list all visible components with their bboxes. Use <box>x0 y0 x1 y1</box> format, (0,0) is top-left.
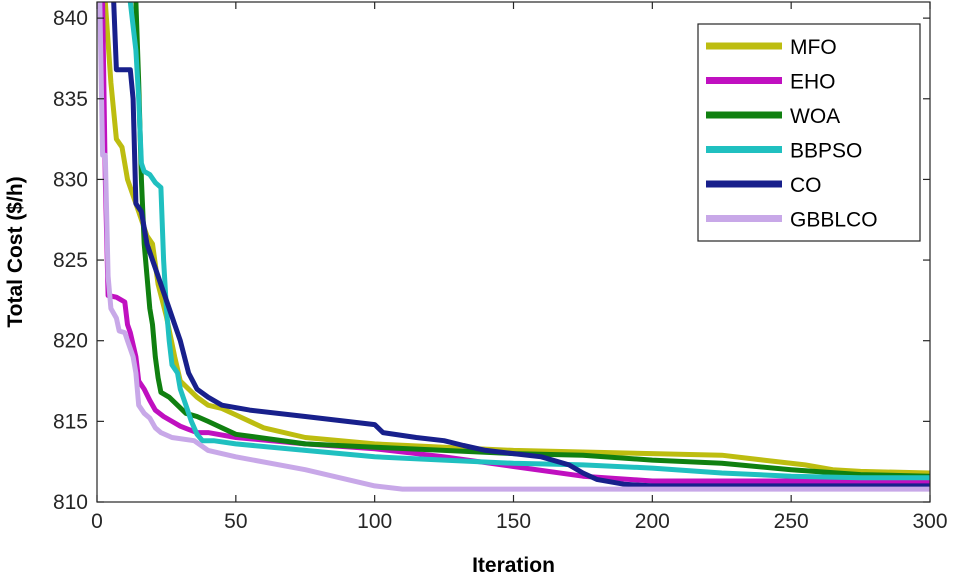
legend-label-co: CO <box>790 174 822 197</box>
x-tick-label: 50 <box>224 510 247 533</box>
series-line-mfo <box>102 2 930 476</box>
x-tick-label: 0 <box>91 510 103 533</box>
axis-ticks: 0 50 100 150 200 250 300 810 815 820 825 830 835 840 <box>53 2 948 533</box>
y-axis-title: Total Cost ($/h) <box>4 176 27 327</box>
y-tick-label: 830 <box>53 168 88 191</box>
x-axis-title: Iteration <box>472 554 555 577</box>
x-tick-label: 250 <box>774 510 809 533</box>
y-tick-label: 810 <box>53 491 88 514</box>
legend-label-bbpso: BBPSO <box>790 140 862 163</box>
y-tick-label: 820 <box>53 330 88 353</box>
legend-box <box>697 23 921 242</box>
y-tick-label: 835 <box>53 88 88 111</box>
x-tick-label: 200 <box>635 510 670 533</box>
series-line-eho <box>100 2 930 484</box>
series-line-co <box>111 2 930 489</box>
y-tick-label: 825 <box>53 249 88 272</box>
x-tick-label: 300 <box>912 510 947 533</box>
legend-label-eho: EHO <box>790 71 836 94</box>
legend-label-woa: WOA <box>790 105 840 128</box>
y-tick-label: 840 <box>53 7 88 30</box>
legend-label-gbblco: GBBLCO <box>790 209 878 232</box>
x-tick-label: 150 <box>496 510 531 533</box>
series-layer <box>97 2 930 492</box>
series-line-bbpso <box>127 2 930 481</box>
series-line-gbblco <box>97 2 930 492</box>
legend-label-mfo: MFO <box>790 36 837 59</box>
x-tick-label: 100 <box>357 510 392 533</box>
legend: MFO EHO WOA BBPSO CO GBBLCO <box>697 23 921 242</box>
y-tick-label: 815 <box>53 410 88 433</box>
